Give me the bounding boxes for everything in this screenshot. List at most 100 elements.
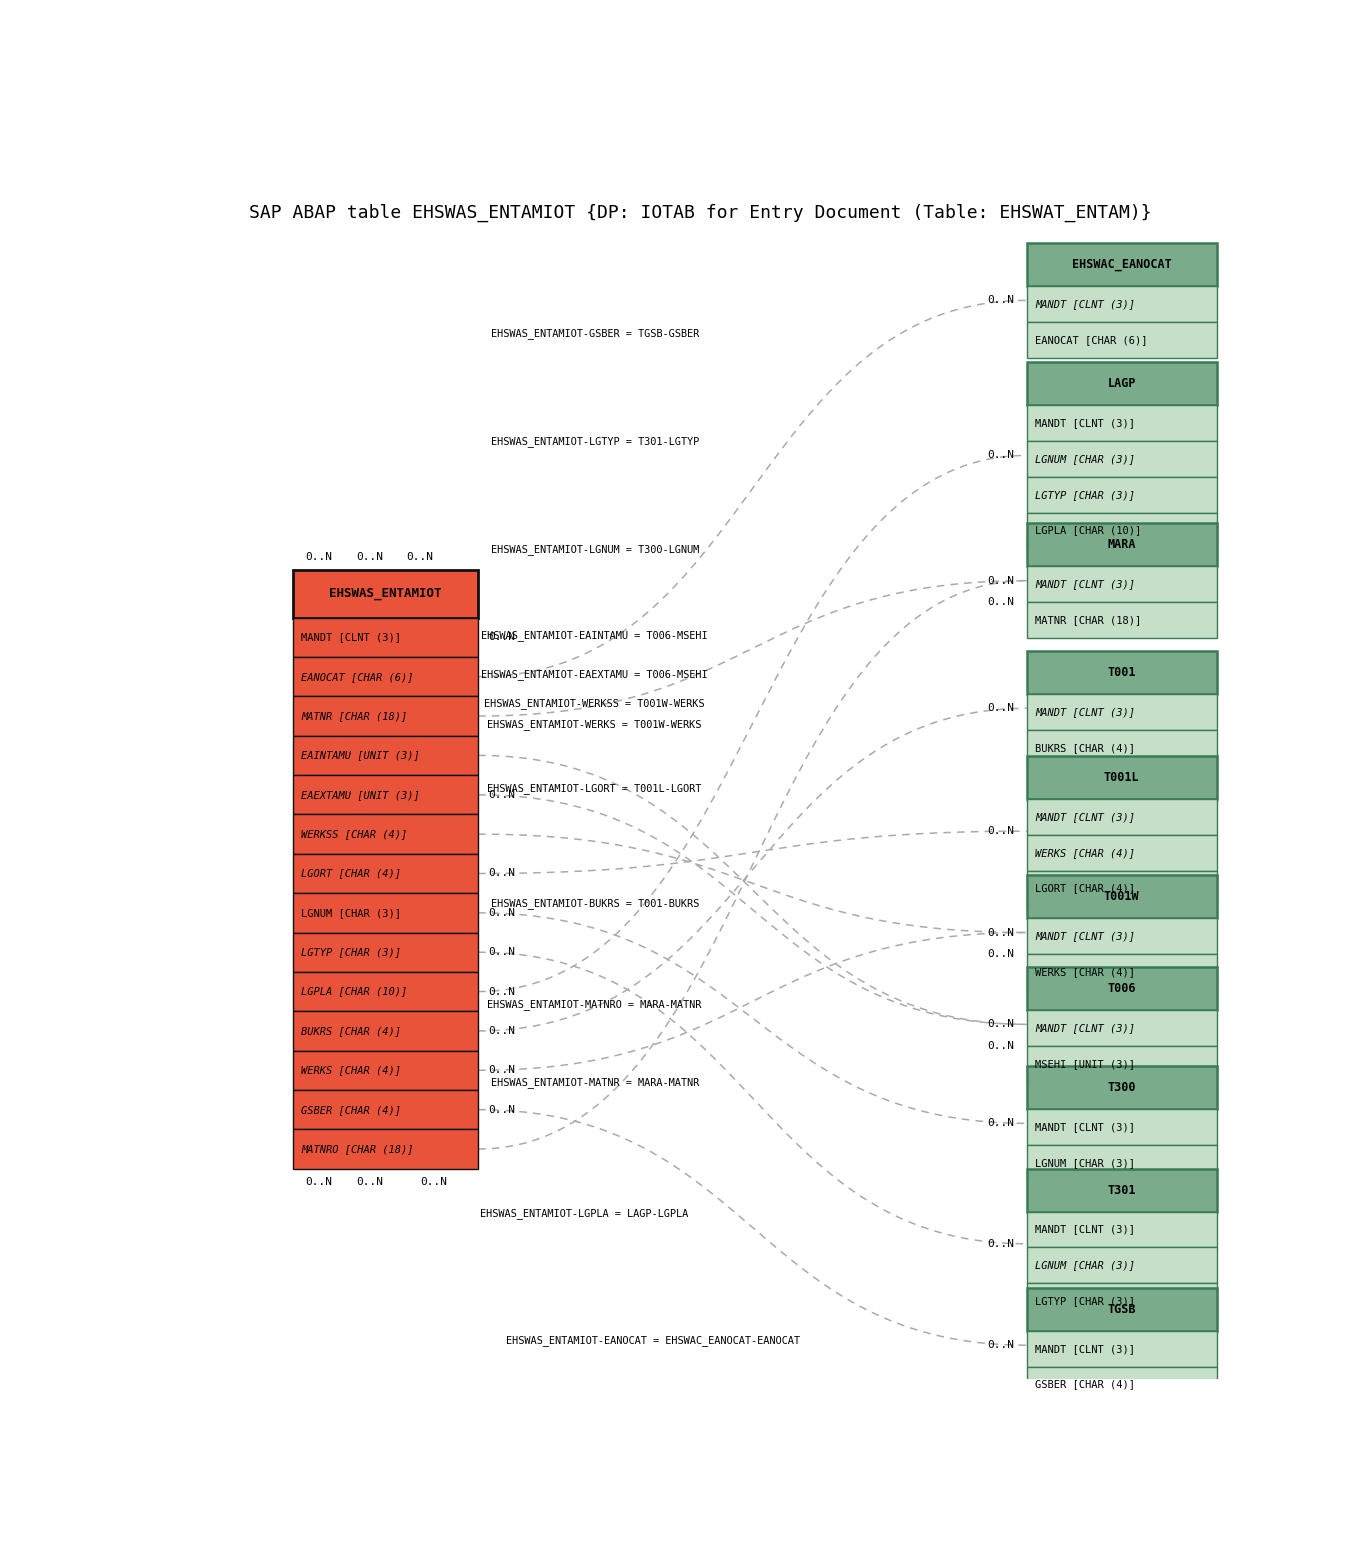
Text: LAGP: LAGP (1107, 378, 1136, 390)
Text: EHSWAS_ENTAMIOT-LGORT = T001L-LGORT: EHSWAS_ENTAMIOT-LGORT = T001L-LGORT (488, 782, 701, 793)
Text: EANOCAT [CHAR (6)]: EANOCAT [CHAR (6)] (1035, 335, 1148, 345)
Text: LGORT [CHAR (4)]: LGORT [CHAR (4)] (301, 869, 401, 878)
Text: EHSWAS_ENTAMIOT-EAINTAMU = T006-MSEHI: EHSWAS_ENTAMIOT-EAINTAMU = T006-MSEHI (481, 630, 708, 641)
FancyBboxPatch shape (293, 736, 478, 774)
Text: MANDT [CLNT (3)]: MANDT [CLNT (3)] (1035, 1121, 1136, 1132)
FancyBboxPatch shape (1027, 287, 1217, 322)
Text: 0..N: 0..N (489, 987, 515, 996)
Text: MATNR [CHAR (18)]: MATNR [CHAR (18)] (1035, 615, 1141, 626)
FancyBboxPatch shape (293, 1129, 478, 1168)
FancyBboxPatch shape (1027, 441, 1217, 477)
FancyBboxPatch shape (1027, 799, 1217, 835)
FancyBboxPatch shape (1027, 1066, 1217, 1109)
FancyBboxPatch shape (1027, 967, 1217, 1010)
Text: WERKS [CHAR (4)]: WERKS [CHAR (4)] (1035, 847, 1136, 858)
Text: 0..N: 0..N (987, 1118, 1014, 1128)
FancyBboxPatch shape (293, 1050, 478, 1090)
FancyBboxPatch shape (1027, 1247, 1217, 1283)
Text: WERKS [CHAR (4)]: WERKS [CHAR (4)] (301, 1066, 401, 1075)
Text: 0..N: 0..N (987, 950, 1014, 959)
Text: LGNUM [CHAR (3)]: LGNUM [CHAR (3)] (1035, 1157, 1136, 1168)
Text: MANDT [CLNT (3)]: MANDT [CLNT (3)] (1035, 931, 1136, 942)
Text: 0..N: 0..N (489, 1066, 515, 1075)
FancyBboxPatch shape (1027, 477, 1217, 513)
FancyBboxPatch shape (293, 932, 478, 971)
Text: MANDT [CLNT (3)]: MANDT [CLNT (3)] (1035, 1022, 1136, 1033)
Text: EHSWAS_ENTAMIOT-BUKRS = T001-BUKRS: EHSWAS_ENTAMIOT-BUKRS = T001-BUKRS (491, 898, 699, 909)
FancyBboxPatch shape (293, 1090, 478, 1129)
Text: EHSWAS_ENTAMIOT-GSBER = TGSB-GSBER: EHSWAS_ENTAMIOT-GSBER = TGSB-GSBER (491, 328, 699, 339)
Text: 0..N: 0..N (987, 703, 1014, 713)
FancyBboxPatch shape (1027, 406, 1217, 441)
FancyBboxPatch shape (1027, 871, 1217, 906)
Text: T300: T300 (1107, 1081, 1136, 1094)
FancyBboxPatch shape (293, 853, 478, 894)
Text: TGSB: TGSB (1107, 1303, 1136, 1317)
FancyBboxPatch shape (1027, 513, 1217, 548)
Text: MANDT [CLNT (3)]: MANDT [CLNT (3)] (1035, 706, 1136, 717)
FancyBboxPatch shape (293, 657, 478, 697)
FancyBboxPatch shape (293, 815, 478, 853)
FancyBboxPatch shape (1027, 694, 1217, 730)
Text: 0..N: 0..N (987, 826, 1014, 836)
Text: MANDT [CLNT (3)]: MANDT [CLNT (3)] (1035, 299, 1136, 308)
Text: EHSWAS_ENTAMIOT-EANOCAT = EHSWAC_EANOCAT-EANOCAT: EHSWAS_ENTAMIOT-EANOCAT = EHSWAC_EANOCAT… (506, 1335, 800, 1346)
Text: LGORT [CHAR (4)]: LGORT [CHAR (4)] (1035, 883, 1136, 894)
FancyBboxPatch shape (293, 894, 478, 932)
Text: EHSWAS_ENTAMIOT-MATNR = MARA-MATNR: EHSWAS_ENTAMIOT-MATNR = MARA-MATNR (491, 1078, 699, 1089)
Text: MANDT [CLNT (3)]: MANDT [CLNT (3)] (1035, 1345, 1136, 1354)
Text: 0..N: 0..N (357, 1177, 383, 1187)
Text: 0..N: 0..N (489, 790, 515, 799)
FancyBboxPatch shape (1027, 1010, 1217, 1046)
Text: LGTYP [CHAR (3)]: LGTYP [CHAR (3)] (301, 946, 401, 957)
FancyBboxPatch shape (1027, 730, 1217, 765)
Text: MATNRO [CHAR (18)]: MATNRO [CHAR (18)] (301, 1145, 414, 1154)
Text: 0..N: 0..N (489, 1025, 515, 1036)
Text: T301: T301 (1107, 1183, 1136, 1197)
Text: EANOCAT [CHAR (6)]: EANOCAT [CHAR (6)] (301, 672, 414, 682)
FancyBboxPatch shape (293, 774, 478, 815)
Text: EHSWAS_ENTAMIOT-WERKS = T001W-WERKS: EHSWAS_ENTAMIOT-WERKS = T001W-WERKS (488, 720, 701, 731)
FancyBboxPatch shape (293, 1011, 478, 1050)
Text: EAINTAMU [UNIT (3)]: EAINTAMU [UNIT (3)] (301, 750, 420, 761)
Text: MANDT [CLNT (3)]: MANDT [CLNT (3)] (1035, 1225, 1136, 1235)
Text: 0..N: 0..N (987, 1340, 1014, 1351)
FancyBboxPatch shape (293, 570, 478, 618)
Text: 0..N: 0..N (987, 598, 1014, 607)
Text: 0..N: 0..N (357, 551, 383, 562)
Text: 0..N: 0..N (305, 1177, 332, 1187)
Text: EHSWAC_EANOCAT: EHSWAC_EANOCAT (1072, 259, 1172, 271)
Text: 0..N: 0..N (987, 576, 1014, 586)
Text: EHSWAS_ENTAMIOT-EAEXTAMU = T006-MSEHI: EHSWAS_ENTAMIOT-EAEXTAMU = T006-MSEHI (481, 669, 708, 680)
Text: T001: T001 (1107, 666, 1136, 678)
FancyBboxPatch shape (1027, 1366, 1217, 1402)
FancyBboxPatch shape (1027, 1283, 1217, 1318)
Text: 0..N: 0..N (987, 928, 1014, 937)
FancyBboxPatch shape (1027, 567, 1217, 603)
Text: 0..N: 0..N (987, 1041, 1014, 1050)
FancyBboxPatch shape (1027, 1046, 1217, 1081)
Text: MANDT [CLNT (3)]: MANDT [CLNT (3)] (1035, 579, 1136, 589)
FancyBboxPatch shape (1027, 1145, 1217, 1180)
Text: T001W: T001W (1105, 891, 1140, 903)
Text: 0..N: 0..N (406, 551, 433, 562)
Text: EHSWAS_ENTAMIOT-LGNUM = T300-LGNUM: EHSWAS_ENTAMIOT-LGNUM = T300-LGNUM (491, 544, 699, 555)
FancyBboxPatch shape (293, 697, 478, 736)
FancyBboxPatch shape (1027, 1109, 1217, 1145)
FancyBboxPatch shape (1027, 651, 1217, 694)
Text: 0..N: 0..N (987, 451, 1014, 460)
Text: MANDT [CLNT (3)]: MANDT [CLNT (3)] (301, 632, 401, 643)
FancyBboxPatch shape (1027, 756, 1217, 799)
Text: MANDT [CLNT (3)]: MANDT [CLNT (3)] (1035, 418, 1136, 428)
Text: 0..N: 0..N (489, 908, 515, 919)
Text: 0..N: 0..N (987, 296, 1014, 305)
Text: T001L: T001L (1105, 771, 1140, 784)
FancyBboxPatch shape (1027, 362, 1217, 406)
Text: BUKRS [CHAR (4)]: BUKRS [CHAR (4)] (301, 1025, 401, 1036)
Text: 0..N: 0..N (489, 946, 515, 957)
Text: LGNUM [CHAR (3)]: LGNUM [CHAR (3)] (1035, 1261, 1136, 1270)
Text: BUKRS [CHAR (4)]: BUKRS [CHAR (4)] (1035, 742, 1136, 753)
FancyBboxPatch shape (1027, 1168, 1217, 1211)
Text: SAP ABAP table EHSWAS_ENTAMIOT {DP: IOTAB for Entry Document (Table: EHSWAT_ENTA: SAP ABAP table EHSWAS_ENTAMIOT {DP: IOTA… (249, 204, 1152, 222)
Text: MSEHI [UNIT (3)]: MSEHI [UNIT (3)] (1035, 1058, 1136, 1069)
